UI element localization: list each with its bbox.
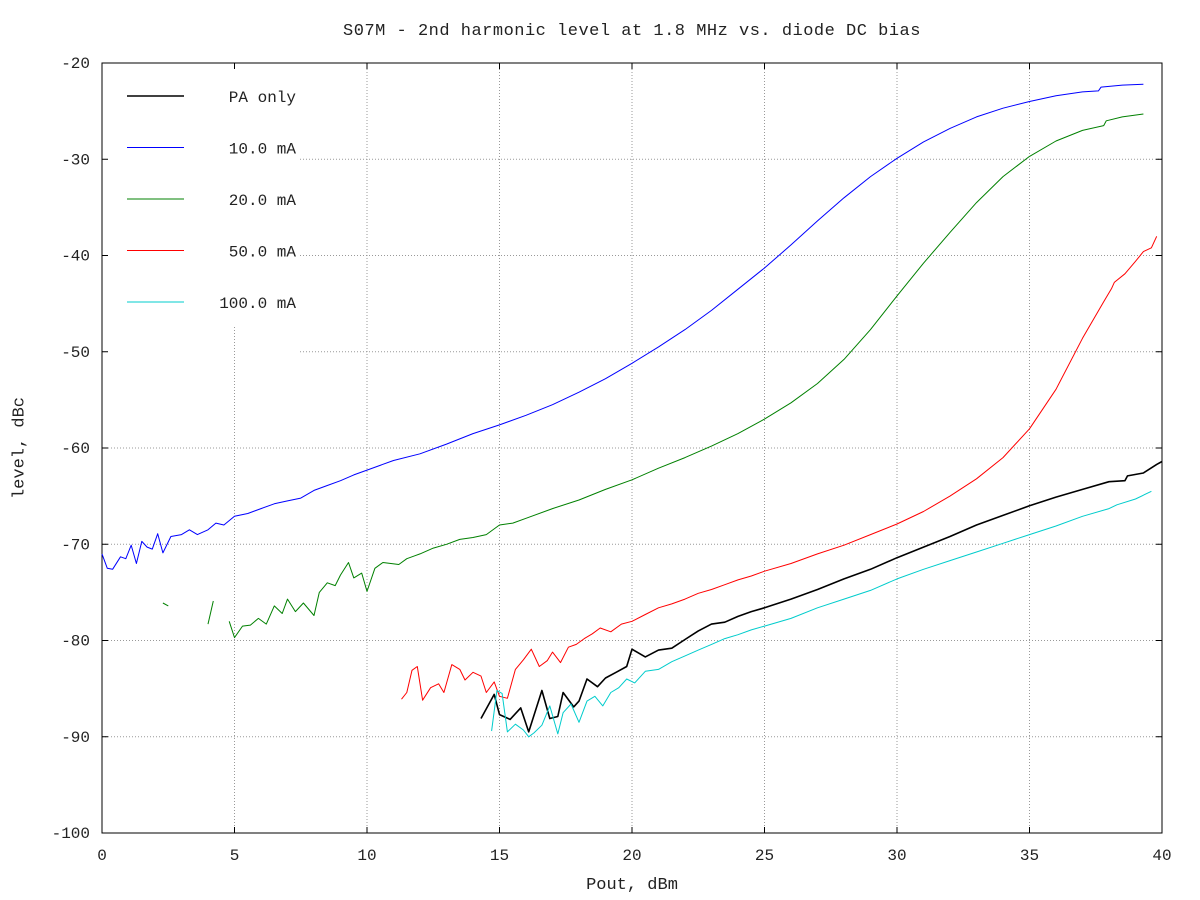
x-tick-label: 40 xyxy=(1152,847,1171,865)
x-axis-label: Pout, dBm xyxy=(586,876,678,895)
legend-label-20-0-ma: 20.0 mA xyxy=(229,192,297,210)
legend-label-100-0-ma: 100.0 mA xyxy=(219,295,296,313)
legend-label-pa-only: PA only xyxy=(229,89,297,107)
y-tick-label: -50 xyxy=(61,344,90,362)
legend-label-10-0-ma: 10.0 mA xyxy=(229,141,297,159)
x-tick-label: 0 xyxy=(97,847,107,865)
series-line-100-0-ma xyxy=(491,490,1152,738)
x-tick-label: 20 xyxy=(622,847,641,865)
y-tick-label: -90 xyxy=(61,729,90,747)
y-tick-label: -30 xyxy=(61,151,90,169)
x-tick-label: 15 xyxy=(490,847,509,865)
legend-label-50-0-ma: 50.0 mA xyxy=(229,244,297,262)
series-line-10-0-ma xyxy=(101,83,1144,570)
y-tick-label: -100 xyxy=(52,825,90,843)
x-tick-label: 10 xyxy=(357,847,376,865)
x-tick-label: 25 xyxy=(755,847,774,865)
grid xyxy=(102,63,1162,833)
y-tick-label: -60 xyxy=(61,440,90,458)
axes: 0 5 10 15 20 25 30 35 40 -100 -90 -80 -70 -60 -50 -40 -3… xyxy=(52,55,1172,865)
legend: PA only 10.0 mA 20.0 mA 50.0 mA 100.0 mA xyxy=(127,89,296,313)
x-tick-label: 5 xyxy=(230,847,240,865)
chart-title: S07M - 2nd harmonic level at 1.8 MHz vs.… xyxy=(343,22,921,41)
y-tick-label: -40 xyxy=(61,248,90,266)
x-tick-label: 30 xyxy=(887,847,906,865)
series-line-20-0-ma xyxy=(162,602,169,607)
series-lines xyxy=(101,83,1163,738)
series-line-pa-only xyxy=(480,460,1163,733)
y-tick-label: -70 xyxy=(61,536,90,554)
y-tick-label: -20 xyxy=(61,55,90,73)
y-tick-label: -80 xyxy=(61,633,90,651)
series-line-20-0-ma xyxy=(207,600,214,625)
series-line-50-0-ma xyxy=(401,236,1158,701)
x-tick-label: 35 xyxy=(1020,847,1039,865)
series-line-20-0-ma xyxy=(228,113,1144,639)
